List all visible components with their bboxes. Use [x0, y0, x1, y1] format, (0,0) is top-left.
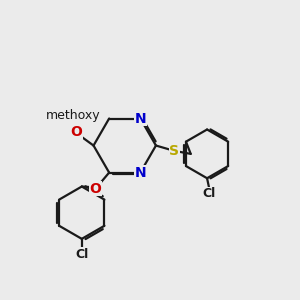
Text: N: N [134, 166, 146, 180]
Text: S: S [169, 144, 179, 158]
Text: Cl: Cl [75, 248, 88, 261]
Text: O: O [89, 182, 101, 196]
Text: N: N [134, 112, 146, 125]
Text: O: O [70, 125, 82, 140]
Text: Cl: Cl [203, 187, 216, 200]
Text: methoxy: methoxy [46, 110, 101, 122]
